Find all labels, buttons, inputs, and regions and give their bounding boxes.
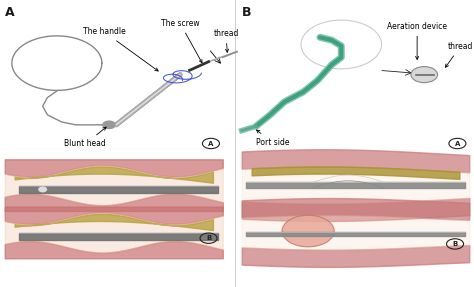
Text: The handle: The handle <box>83 28 158 71</box>
Text: B: B <box>206 235 211 241</box>
Text: Aeration device: Aeration device <box>387 22 447 59</box>
Text: A: A <box>208 141 214 146</box>
Circle shape <box>39 187 46 192</box>
Circle shape <box>103 121 115 129</box>
Text: Blunt head: Blunt head <box>64 127 106 148</box>
Circle shape <box>282 215 334 247</box>
Circle shape <box>411 67 438 83</box>
Text: B: B <box>242 6 251 19</box>
Text: Port side: Port side <box>256 130 289 147</box>
Text: thread: thread <box>446 42 474 67</box>
Text: A: A <box>455 141 460 146</box>
Text: The screw: The screw <box>161 19 202 63</box>
Text: thread: thread <box>213 29 239 52</box>
Text: A: A <box>5 6 14 19</box>
Text: B: B <box>452 241 458 247</box>
